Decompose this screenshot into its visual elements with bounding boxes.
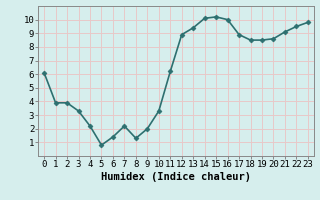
X-axis label: Humidex (Indice chaleur): Humidex (Indice chaleur) xyxy=(101,172,251,182)
